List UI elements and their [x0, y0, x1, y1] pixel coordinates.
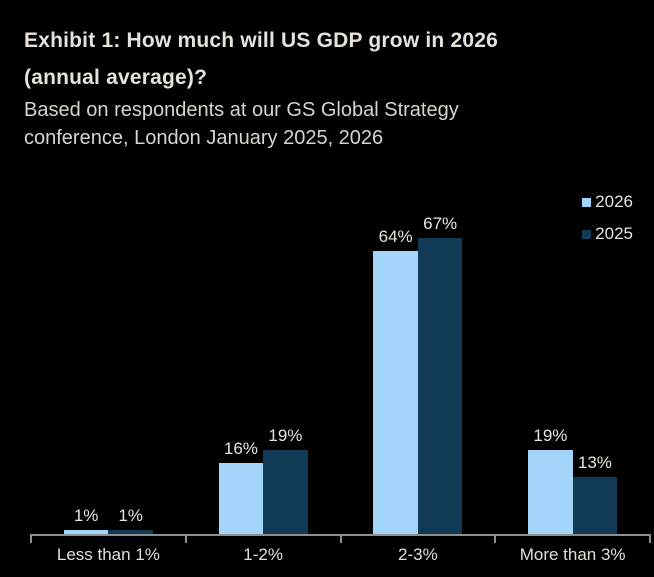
x-axis-tick [494, 534, 497, 543]
bar-2025-2-3 [417, 238, 463, 534]
chart-legend: 2026 2025 [582, 192, 633, 244]
value-label-2025-more-than-3: 13% [577, 453, 612, 472]
bar-2026-less-than-1 [63, 530, 109, 534]
legend-label-2025: 2025 [595, 224, 633, 243]
value-label-2025-1-2: 19% [268, 426, 303, 445]
x-axis-tick [649, 534, 651, 543]
category-label-1-2: 1-2% [243, 545, 283, 564]
bar-2025-more-than-3 [572, 477, 618, 534]
category-label-more-than-3: More than 3% [519, 545, 626, 564]
category-label-less-than-1: Less than 1% [56, 545, 160, 564]
bar-2025-less-than-1 [108, 530, 153, 534]
x-axis-tick [184, 534, 187, 543]
legend-entry-2026: 2026 [582, 192, 633, 212]
value-label-2026-2-3: 64% [378, 227, 413, 246]
bar-2026-2-3 [373, 251, 418, 534]
legend-swatch-2026 [582, 197, 592, 207]
value-label-2026-less-than-1: 1% [73, 506, 99, 525]
legend-swatch-2025 [582, 229, 592, 239]
value-label-2026-1-2: 16% [223, 439, 258, 458]
category-label-2-3: 2-3% [398, 545, 438, 564]
value-label-2025-less-than-1: 1% [118, 506, 143, 525]
legend-label-2026: 2026 [595, 192, 633, 211]
value-label-2026-more-than-3: 19% [533, 426, 568, 445]
exhibit-title-line1: Exhibit 1: How much will US GDP grow in … [24, 29, 498, 52]
legend-entry-2025: 2025 [582, 224, 633, 244]
x-axis-tick [339, 534, 342, 543]
exhibit-title-line2: (annual average)? [24, 66, 208, 89]
x-axis-tick [30, 534, 32, 543]
exhibit-title: Exhibit 1: How much will US GDP grow in … [24, 22, 604, 96]
bar-2026-1-2 [218, 463, 264, 534]
exhibit-subtitle: Based on respondents at our GS Global St… [24, 99, 459, 149]
bar-2026-more-than-3 [528, 450, 573, 534]
bar-2025-1-2 [263, 450, 308, 534]
value-label-2025-2-3: 67% [423, 214, 458, 233]
